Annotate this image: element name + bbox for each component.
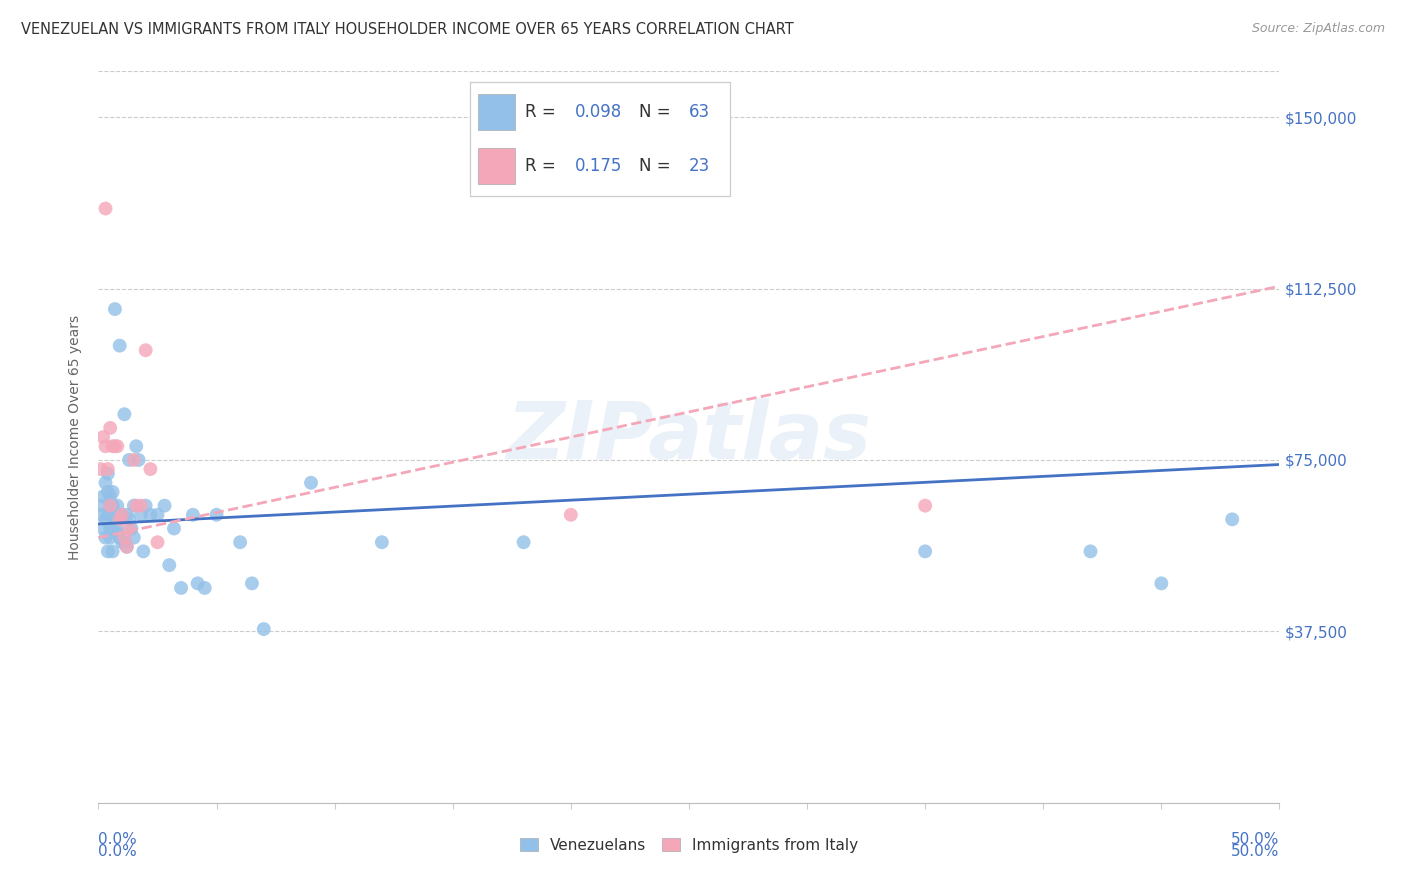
Y-axis label: Householder Income Over 65 years: Householder Income Over 65 years — [69, 315, 83, 559]
Point — [1080, 544, 1102, 558]
Point — [90, 508, 112, 522]
Point — [98, 499, 121, 513]
Point — [146, 535, 169, 549]
Point — [91, 430, 114, 444]
Point — [512, 535, 534, 549]
Point — [90, 499, 112, 513]
Point — [94, 439, 117, 453]
Point — [118, 512, 141, 526]
Point — [115, 508, 138, 522]
Point — [108, 531, 131, 545]
Point — [104, 512, 127, 526]
Point — [91, 521, 114, 535]
Point — [108, 512, 131, 526]
Point — [187, 576, 209, 591]
Point — [122, 499, 145, 513]
Point — [135, 343, 157, 358]
Point — [132, 544, 155, 558]
Point — [163, 521, 186, 535]
Text: ZIPatlas: ZIPatlas — [506, 398, 872, 476]
Point — [122, 531, 145, 545]
Point — [101, 544, 124, 558]
Point — [139, 508, 162, 522]
Point — [91, 490, 114, 504]
Point — [181, 508, 204, 522]
Point — [98, 521, 121, 535]
Point — [139, 462, 162, 476]
Point — [1150, 576, 1173, 591]
Point — [94, 475, 117, 490]
Point — [299, 475, 322, 490]
Point — [108, 338, 131, 352]
Text: 50.0%: 50.0% — [1232, 832, 1279, 847]
Point — [101, 484, 124, 499]
Point — [125, 499, 148, 513]
Legend: Venezuelans, Immigrants from Italy: Venezuelans, Immigrants from Italy — [515, 833, 863, 857]
Text: Source: ZipAtlas.com: Source: ZipAtlas.com — [1251, 22, 1385, 36]
Point — [105, 499, 128, 513]
Point — [153, 499, 176, 513]
Point — [122, 453, 145, 467]
Point — [146, 508, 169, 522]
Point — [112, 531, 135, 545]
Point — [105, 439, 128, 453]
Point — [97, 544, 120, 558]
Point — [94, 531, 117, 545]
Point — [914, 499, 936, 513]
Point — [914, 544, 936, 558]
Point — [90, 462, 112, 476]
Point — [129, 508, 152, 522]
Point — [128, 453, 150, 467]
Point — [112, 535, 135, 549]
Point — [111, 508, 134, 522]
Point — [97, 508, 120, 522]
Point — [115, 540, 138, 554]
Point — [98, 508, 121, 522]
Point — [205, 508, 228, 522]
Point — [170, 581, 193, 595]
Point — [104, 301, 127, 317]
Point — [111, 508, 134, 522]
Point — [253, 622, 276, 636]
Point — [121, 521, 143, 535]
Point — [97, 467, 120, 481]
Text: 50.0%: 50.0% — [1232, 845, 1279, 860]
Point — [129, 499, 152, 513]
Point — [125, 439, 148, 453]
Point — [101, 499, 124, 513]
Point — [157, 558, 180, 573]
Point — [105, 521, 128, 535]
Text: 0.0%: 0.0% — [98, 832, 138, 847]
Point — [94, 202, 117, 216]
Point — [101, 521, 124, 535]
Point — [94, 512, 117, 526]
Point — [105, 526, 128, 541]
Point — [98, 421, 121, 435]
Text: VENEZUELAN VS IMMIGRANTS FROM ITALY HOUSEHOLDER INCOME OVER 65 YEARS CORRELATION: VENEZUELAN VS IMMIGRANTS FROM ITALY HOUS… — [21, 22, 794, 37]
Point — [371, 535, 394, 549]
Point — [101, 439, 124, 453]
Point — [229, 535, 252, 549]
Point — [104, 439, 127, 453]
Point — [135, 499, 157, 513]
Point — [97, 484, 120, 499]
Point — [98, 531, 121, 545]
Point — [194, 581, 217, 595]
Point — [115, 540, 138, 554]
Point — [240, 576, 263, 591]
Point — [112, 407, 135, 421]
Point — [1220, 512, 1243, 526]
Point — [118, 453, 141, 467]
Point — [111, 535, 134, 549]
Point — [97, 462, 120, 476]
Text: 0.0%: 0.0% — [98, 845, 138, 860]
Point — [118, 521, 141, 535]
Point — [98, 499, 121, 513]
Point — [98, 490, 121, 504]
Point — [560, 508, 582, 522]
